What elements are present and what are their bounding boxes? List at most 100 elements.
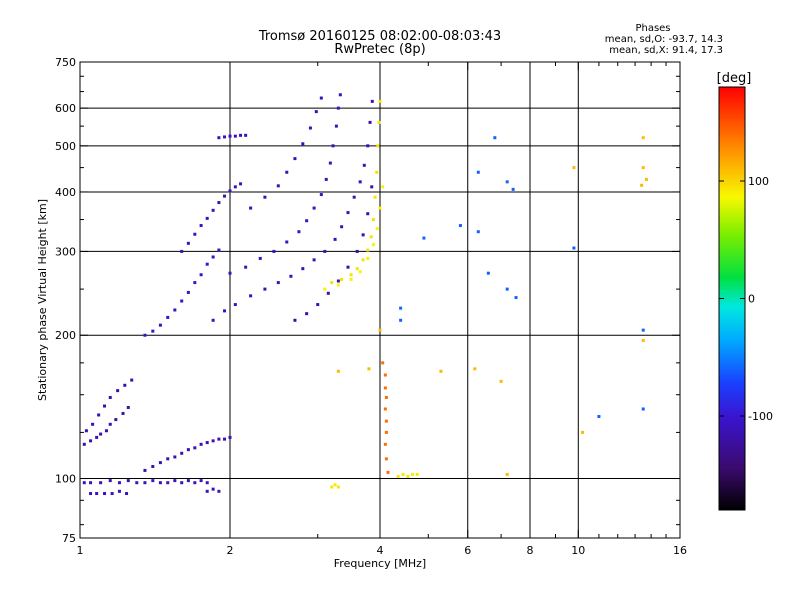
data-point bbox=[370, 185, 374, 189]
y-tick-label: 750 bbox=[55, 56, 76, 69]
data-point bbox=[369, 235, 373, 239]
data-point bbox=[401, 472, 405, 476]
data-point bbox=[205, 489, 209, 493]
data-point bbox=[511, 187, 515, 191]
data-point bbox=[180, 299, 184, 303]
data-point bbox=[180, 451, 184, 455]
data-point bbox=[91, 422, 95, 426]
data-point bbox=[205, 441, 209, 445]
data-point bbox=[312, 206, 316, 210]
x-tick-label: 16 bbox=[673, 544, 687, 557]
data-point bbox=[346, 211, 350, 215]
data-point bbox=[121, 411, 125, 415]
data-point bbox=[381, 185, 385, 189]
data-point bbox=[272, 249, 276, 253]
data-point bbox=[97, 413, 101, 417]
data-point bbox=[211, 439, 215, 443]
data-point bbox=[233, 134, 237, 138]
data-point bbox=[346, 265, 350, 269]
data-point bbox=[186, 448, 190, 452]
data-point bbox=[336, 485, 340, 489]
data-point bbox=[103, 404, 107, 408]
data-point bbox=[340, 225, 344, 229]
data-point bbox=[199, 273, 203, 277]
chart-subtitle: RwPretec (8p) bbox=[334, 42, 425, 57]
y-tick-label: 500 bbox=[55, 140, 76, 153]
data-point bbox=[180, 481, 184, 485]
data-point bbox=[166, 457, 170, 461]
data-point bbox=[158, 481, 162, 485]
data-point bbox=[249, 294, 253, 298]
data-point bbox=[323, 287, 327, 291]
data-point bbox=[358, 270, 362, 274]
y-tick-label: 400 bbox=[55, 186, 76, 199]
data-point bbox=[285, 170, 289, 174]
data-point bbox=[130, 378, 134, 382]
data-point bbox=[368, 120, 372, 124]
data-point bbox=[305, 219, 309, 223]
data-point bbox=[117, 489, 121, 493]
data-point bbox=[375, 227, 379, 231]
data-point bbox=[597, 414, 601, 418]
data-point bbox=[276, 281, 280, 285]
data-point bbox=[293, 157, 297, 161]
data-point bbox=[293, 318, 297, 322]
data-point bbox=[333, 483, 337, 487]
data-point bbox=[205, 481, 209, 485]
data-point bbox=[439, 369, 443, 373]
data-point bbox=[126, 406, 130, 410]
data-point bbox=[367, 367, 371, 371]
data-point bbox=[249, 206, 253, 210]
data-point bbox=[355, 249, 359, 253]
x-tick-label: 8 bbox=[527, 544, 534, 557]
data-point bbox=[143, 333, 147, 337]
data-point bbox=[376, 144, 380, 148]
data-point bbox=[186, 290, 190, 294]
data-point bbox=[331, 144, 335, 148]
data-point bbox=[328, 161, 332, 165]
data-point bbox=[103, 492, 107, 496]
data-point bbox=[223, 309, 227, 313]
data-point bbox=[82, 442, 86, 446]
data-point bbox=[411, 472, 415, 476]
data-point bbox=[151, 464, 155, 468]
data-point bbox=[166, 481, 170, 485]
data-point bbox=[114, 418, 118, 422]
data-point bbox=[82, 481, 86, 485]
data-point bbox=[217, 489, 221, 493]
data-point bbox=[406, 474, 410, 478]
data-point bbox=[377, 120, 381, 124]
data-point bbox=[362, 163, 366, 167]
data-point bbox=[211, 208, 215, 212]
data-point bbox=[239, 133, 243, 137]
data-point bbox=[99, 432, 103, 436]
data-point bbox=[228, 189, 232, 193]
data-point bbox=[199, 442, 203, 446]
data-point bbox=[572, 166, 576, 170]
data-point bbox=[384, 457, 388, 461]
data-point bbox=[217, 201, 221, 205]
data-point bbox=[312, 258, 316, 262]
data-point bbox=[381, 361, 385, 365]
data-point bbox=[366, 256, 370, 260]
data-points bbox=[82, 93, 648, 496]
data-point bbox=[383, 373, 387, 377]
colorbar-label: [deg] bbox=[717, 71, 752, 86]
data-point bbox=[125, 492, 129, 496]
x-tick-label: 6 bbox=[464, 544, 471, 557]
data-point bbox=[308, 126, 312, 130]
data-point bbox=[263, 287, 267, 291]
colorbar-tick-label: -100 bbox=[748, 410, 773, 423]
data-point bbox=[336, 283, 340, 287]
data-point bbox=[151, 329, 155, 333]
data-point bbox=[644, 177, 648, 181]
data-point bbox=[173, 455, 177, 459]
axis-ticks: 1 2 4 6 8 10 16 75 100 200 300 400 500 600 750 bbox=[55, 56, 687, 557]
data-point bbox=[333, 237, 337, 241]
data-point bbox=[217, 437, 221, 441]
data-point bbox=[276, 184, 280, 188]
data-point bbox=[384, 430, 388, 434]
data-point bbox=[383, 442, 387, 446]
data-point bbox=[493, 136, 497, 140]
data-point bbox=[244, 265, 248, 269]
